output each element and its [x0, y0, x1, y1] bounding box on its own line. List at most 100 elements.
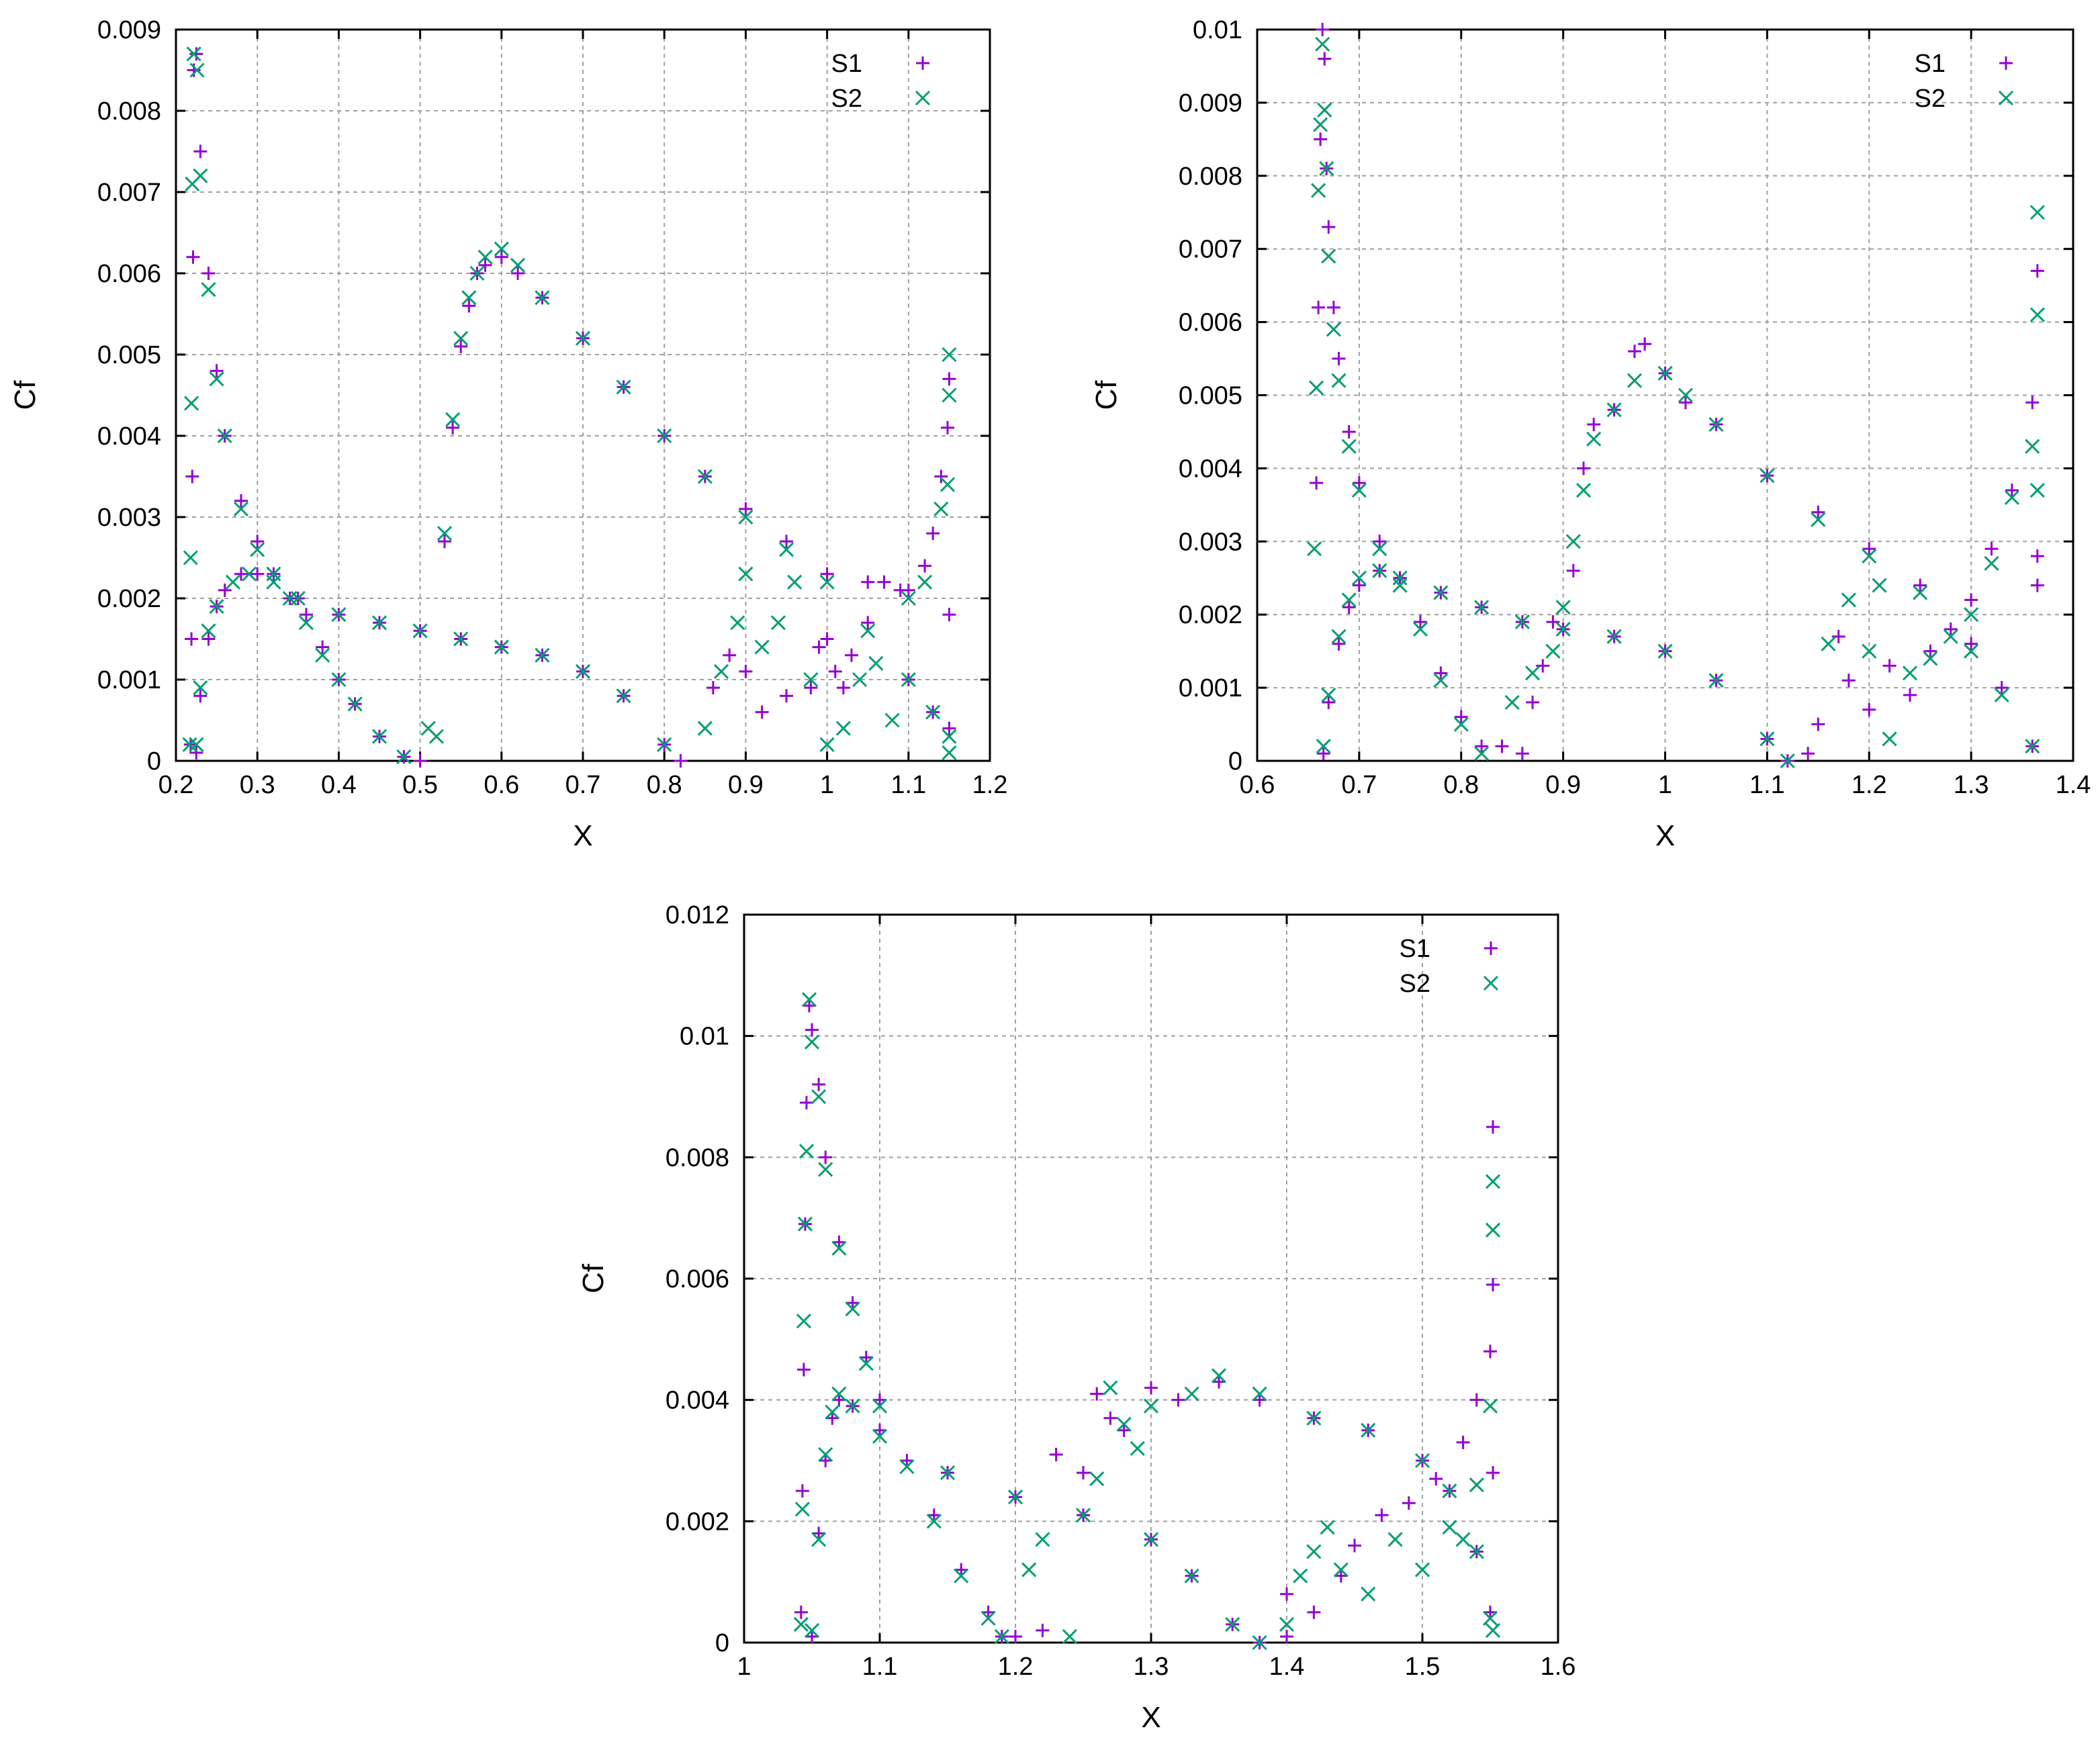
x-tick-label: 0.8: [1443, 771, 1479, 799]
data-point: [193, 144, 208, 158]
data-point: [1184, 1386, 1199, 1402]
data-point: [697, 721, 713, 736]
data-point: [926, 526, 940, 541]
data-point: [901, 583, 915, 597]
data-point: [942, 372, 956, 386]
data-point: [1316, 747, 1330, 761]
data-point: [1332, 637, 1346, 651]
data-point: [899, 1459, 915, 1475]
legend-marker: [1484, 941, 1498, 955]
data-point: [795, 1484, 809, 1498]
data-point: [1309, 380, 1324, 396]
data-point: [1117, 1423, 1131, 1437]
data-point: [942, 729, 957, 744]
data-point: [1075, 1508, 1091, 1523]
data-point: [754, 639, 770, 655]
data-point: [934, 469, 948, 484]
data-point: [1456, 1435, 1470, 1449]
data-point: [831, 1240, 847, 1256]
x-tick-label: 1.5: [1405, 1653, 1441, 1681]
data-point: [1316, 739, 1331, 754]
data-point: [832, 1235, 846, 1249]
data-point: [1514, 614, 1530, 630]
data-point: [1372, 563, 1387, 578]
data-point: [845, 1301, 860, 1317]
data-point: [1486, 1120, 1500, 1134]
data-point: [210, 364, 224, 378]
data-point: [1475, 739, 1489, 753]
data-point: [927, 1508, 941, 1522]
data-point: [2025, 739, 2040, 754]
x-tick-label: 0.7: [1341, 771, 1377, 799]
data-point: [1678, 387, 1693, 403]
data-point: [780, 689, 793, 703]
data-point: [1469, 1477, 1484, 1493]
data-point: [201, 632, 216, 646]
legend-marker: [1998, 90, 2014, 106]
data-point: [1313, 117, 1328, 132]
legend-label: S1: [1400, 935, 1430, 963]
data-point: [1280, 1629, 1293, 1643]
data-point: [1515, 747, 1529, 761]
data-point: [859, 1350, 873, 1365]
data-point: [802, 999, 816, 1013]
x-tick-label: 0.9: [728, 771, 764, 799]
data-point: [1009, 1629, 1022, 1643]
legend-label: S1: [1915, 50, 1946, 78]
data-point: [437, 526, 453, 541]
data-point: [1021, 1562, 1037, 1577]
grid: [1257, 30, 2073, 761]
data-point: [189, 47, 203, 61]
data-point: [1485, 1622, 1501, 1638]
data-point: [477, 249, 493, 265]
y-tick-label: 0.006: [666, 1265, 729, 1293]
data-point: [201, 623, 216, 639]
data-point: [1587, 418, 1601, 432]
y-tick-label: 0.004: [1179, 455, 1242, 483]
data-point: [1307, 1605, 1321, 1619]
data-point: [861, 616, 875, 630]
data-point: [818, 1162, 833, 1177]
data-point: [1387, 1532, 1403, 1547]
y-tick-label: 0: [715, 1629, 729, 1657]
data-point: [713, 663, 729, 679]
data-point: [1319, 160, 1334, 176]
data-point: [940, 1465, 956, 1481]
x-tick-label: 1.1: [891, 771, 926, 799]
data-point: [873, 1423, 886, 1437]
data-point: [1811, 512, 1826, 527]
data-point: [1342, 424, 1356, 439]
data-point: [1984, 542, 1999, 556]
data-point: [942, 745, 957, 760]
data-point: [860, 623, 876, 639]
data-point: [657, 737, 672, 752]
data-point: [1495, 739, 1509, 753]
data-point: [445, 412, 461, 427]
legend-marker: [1999, 56, 2013, 70]
data-point: [189, 62, 205, 78]
data-point: [1862, 542, 1876, 556]
data-point: [1341, 439, 1357, 454]
data-point: [796, 1314, 811, 1329]
legend-label: S2: [1400, 970, 1430, 998]
data-point: [1402, 1496, 1416, 1510]
data-point: [1872, 578, 1887, 593]
data-point: [1321, 248, 1336, 264]
data-point: [1801, 747, 1815, 761]
data-point: [1482, 1610, 1498, 1626]
data-point: [1486, 1466, 1500, 1480]
x-tick-label: 1.4: [1269, 1653, 1305, 1681]
data-point: [796, 1363, 811, 1377]
data-point: [234, 567, 248, 581]
data-point: [2004, 490, 2019, 506]
data-point: [1171, 1393, 1185, 1407]
data-point: [1314, 132, 1328, 146]
data-point: [1831, 629, 1845, 643]
data-point: [697, 469, 713, 484]
data-point: [1333, 1562, 1349, 1577]
x-axis-label: X: [1655, 819, 1675, 852]
data-point: [1576, 483, 1592, 498]
data-point: [933, 501, 949, 516]
